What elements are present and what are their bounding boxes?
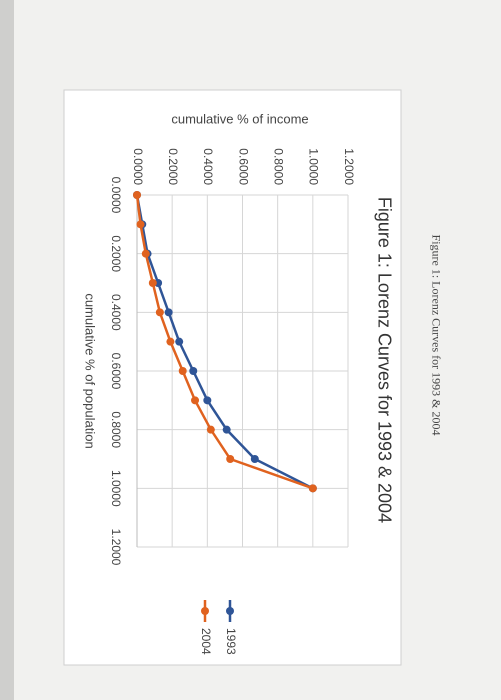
document-caption: Figure 1: Lorenz Curves for 1993 & 2004 (429, 235, 443, 436)
data-point (155, 308, 164, 317)
y-tick-label: 1.0000 (307, 148, 321, 185)
x-tick-label: 0.6000 (109, 353, 123, 390)
x-tick-label: 0.4000 (109, 294, 123, 331)
legend-label: 2004 (199, 628, 213, 655)
x-axis-title: cumulative % of population (83, 293, 98, 448)
data-point (164, 308, 173, 317)
y-axis-title: cumulative % of income (171, 111, 308, 126)
x-tick-label: 1.0000 (109, 470, 123, 507)
data-point (136, 220, 145, 229)
data-point (206, 425, 215, 434)
x-tick-label: 0.8000 (109, 411, 123, 448)
x-tick-label: 0.2000 (109, 235, 123, 272)
legend-marker (226, 607, 234, 615)
data-point (189, 367, 198, 375)
y-tick-label: 0.4000 (201, 148, 215, 185)
data-point (166, 337, 175, 346)
y-tick-label: 0.0000 (131, 148, 145, 185)
x-tick-label: 1.2000 (109, 529, 123, 566)
y-tick-label: 0.2000 (166, 148, 180, 185)
data-point (178, 367, 187, 375)
data-point (222, 425, 231, 434)
data-point (191, 396, 200, 405)
y-tick-label: 0.6000 (236, 148, 250, 185)
data-point (148, 279, 157, 287)
legend-marker (201, 607, 209, 615)
y-tick-label: 1.2000 (342, 148, 356, 185)
chart-title: Figure 1: Lorenz Curves for 1993 & 2004 (374, 197, 394, 523)
data-point (133, 191, 141, 199)
data-point (226, 455, 235, 463)
data-point (141, 249, 150, 258)
data-point (203, 396, 212, 405)
legend-label: 1993 (224, 628, 238, 655)
data-point (175, 337, 184, 346)
data-point (250, 455, 259, 463)
chart-frame (63, 89, 402, 666)
rotated-chart: Figure 1: Lorenz Curves for 1993 & 2004 … (63, 89, 443, 666)
y-tick-label: 0.8000 (271, 148, 285, 185)
data-point (308, 484, 317, 493)
x-tick-label: 0.0000 (109, 177, 123, 214)
